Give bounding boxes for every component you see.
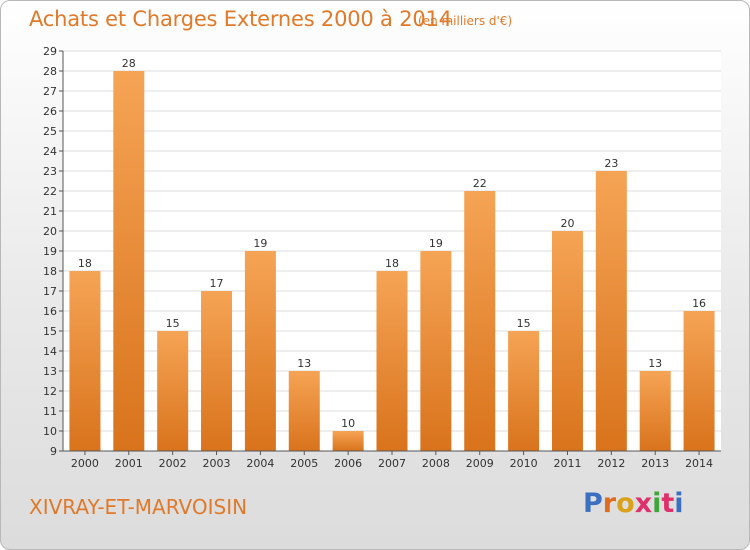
y-tick-label: 11 xyxy=(43,405,57,418)
chart-title: Achats et Charges Externes 2000 à 2014 xyxy=(29,7,452,31)
y-tick-label: 27 xyxy=(43,85,57,98)
data-label: 19 xyxy=(253,237,267,250)
y-tick-label: 14 xyxy=(43,345,57,358)
x-tick-label: 2003 xyxy=(203,457,231,470)
bar xyxy=(639,371,671,451)
data-label: 28 xyxy=(122,57,136,70)
data-label: 16 xyxy=(692,297,706,310)
x-tick-label: 2014 xyxy=(685,457,713,470)
town-name: XIVRAY-ET-MARVOISIN xyxy=(29,495,248,519)
data-label: 10 xyxy=(341,417,355,430)
y-tick-label: 22 xyxy=(43,185,57,198)
x-tick-label: 2005 xyxy=(290,457,318,470)
logo-letter: i xyxy=(674,488,684,519)
data-label: 23 xyxy=(604,157,618,170)
y-tick-label: 28 xyxy=(43,65,57,78)
x-tick-label: 2002 xyxy=(159,457,187,470)
bar xyxy=(464,191,496,451)
y-tick-label: 18 xyxy=(43,265,57,278)
y-tick-label: 15 xyxy=(43,325,57,338)
x-tick-label: 2000 xyxy=(71,457,99,470)
data-label: 15 xyxy=(166,317,180,330)
y-tick-label: 29 xyxy=(43,45,57,58)
data-label: 19 xyxy=(429,237,443,250)
x-tick-label: 2010 xyxy=(510,457,538,470)
bar xyxy=(157,331,189,451)
bar xyxy=(69,271,101,451)
y-tick-label: 21 xyxy=(43,205,57,218)
proxiti-logo[interactable]: Proxiti xyxy=(583,488,684,519)
y-tick-label: 9 xyxy=(50,445,57,458)
logo-letter: x xyxy=(634,488,653,519)
logo-letter: r xyxy=(602,488,617,519)
bar xyxy=(508,331,540,451)
bar xyxy=(595,171,627,451)
x-tick-label: 2009 xyxy=(466,457,494,470)
chart-subtitle: (en milliers d'€) xyxy=(418,14,513,28)
bar xyxy=(201,291,233,451)
data-label: 15 xyxy=(517,317,531,330)
logo-letter: t xyxy=(661,488,675,519)
y-tick-label: 16 xyxy=(43,305,57,318)
data-label: 13 xyxy=(297,357,311,370)
y-tick-label: 19 xyxy=(43,245,57,258)
x-tick-label: 2004 xyxy=(246,457,274,470)
logo-letter: o xyxy=(616,488,635,519)
y-tick-label: 17 xyxy=(43,285,57,298)
y-tick-label: 24 xyxy=(43,145,57,158)
bar xyxy=(420,251,452,451)
x-tick-label: 2007 xyxy=(378,457,406,470)
x-tick-label: 2008 xyxy=(422,457,450,470)
data-label: 17 xyxy=(210,277,224,290)
bar xyxy=(376,271,408,451)
y-tick-label: 26 xyxy=(43,105,57,118)
y-tick-label: 10 xyxy=(43,425,57,438)
x-tick-label: 2006 xyxy=(334,457,362,470)
bar xyxy=(551,231,583,451)
logo-letter: P xyxy=(583,488,603,519)
data-label: 13 xyxy=(648,357,662,370)
logo-letter: i xyxy=(652,488,662,519)
data-label: 18 xyxy=(78,257,92,270)
y-tick-label: 23 xyxy=(43,165,57,178)
bar xyxy=(288,371,320,451)
data-label: 20 xyxy=(560,217,574,230)
bar xyxy=(332,431,364,451)
data-label: 18 xyxy=(385,257,399,270)
bar xyxy=(683,311,715,451)
y-tick-label: 25 xyxy=(43,125,57,138)
x-tick-label: 2012 xyxy=(597,457,625,470)
y-tick-label: 13 xyxy=(43,365,57,378)
x-tick-label: 2013 xyxy=(641,457,669,470)
data-label: 22 xyxy=(473,177,487,190)
bar xyxy=(244,251,276,451)
x-tick-label: 2001 xyxy=(115,457,143,470)
bar xyxy=(113,71,145,451)
y-tick-label: 20 xyxy=(43,225,57,238)
y-tick-label: 12 xyxy=(43,385,57,398)
x-tick-label: 2011 xyxy=(553,457,581,470)
